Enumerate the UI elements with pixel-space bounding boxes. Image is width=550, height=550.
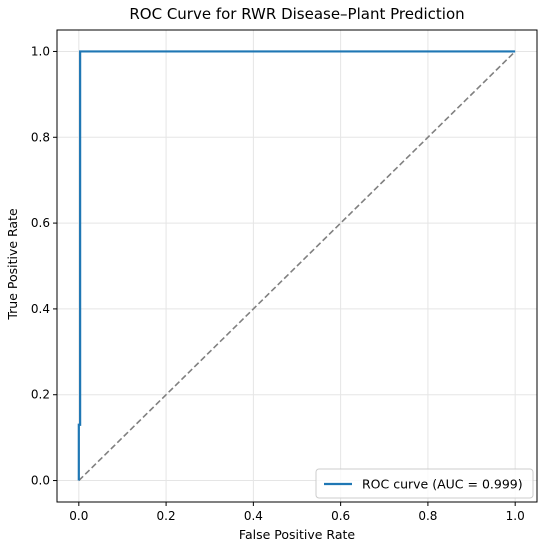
- roc-curve-line: [77, 50, 516, 481]
- chart-title: ROC Curve for RWR Disease–Plant Predicti…: [129, 5, 464, 23]
- y-tick-label: 0.0: [31, 474, 50, 488]
- y-axis-label: True Positive Rate: [5, 208, 20, 321]
- x-tick-label: 0.0: [69, 509, 88, 523]
- tick-layer: 0.0 0.2 0.4 0.6 0.8 1.0 0.0 0.2 0.4 0.6 0.8 1.0: [31, 44, 525, 523]
- x-tick-label: 0.2: [157, 509, 176, 523]
- x-tick-label: 1.0: [506, 509, 525, 523]
- y-tick-label: 1.0: [31, 44, 50, 58]
- legend: ROC curve (AUC = 0.999): [315, 468, 534, 499]
- y-tick-label: 0.8: [31, 130, 50, 144]
- x-tick-label: 0.4: [244, 509, 263, 523]
- x-tick-label: 0.6: [331, 509, 350, 523]
- y-tick-label: 0.6: [31, 216, 50, 230]
- reference-diagonal-line: [78, 50, 516, 482]
- x-axis-label: False Positive Rate: [239, 527, 355, 542]
- legend-box: [315, 468, 534, 499]
- plot-area-frame: [56, 29, 538, 503]
- y-tick-label: 0.2: [31, 388, 50, 402]
- legend-label: ROC curve (AUC = 0.999): [362, 477, 523, 492]
- series-layer: [77, 50, 516, 482]
- x-tick-label: 0.8: [418, 509, 437, 523]
- y-tick-label: 0.4: [31, 302, 50, 316]
